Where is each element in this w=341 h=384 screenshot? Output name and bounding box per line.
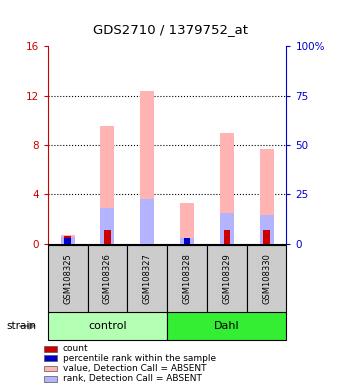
Bar [140,199,154,244]
Bar [64,238,71,244]
Bar [64,236,71,244]
Bar [48,312,167,340]
Bar [260,149,273,244]
Bar [247,245,286,313]
Bar [184,238,190,244]
Bar [127,245,167,313]
Text: GSM108325: GSM108325 [63,253,72,304]
Bar [101,208,114,244]
Bar [260,215,273,244]
Text: strain: strain [7,321,37,331]
Bar [44,376,57,382]
Text: control: control [88,321,127,331]
Bar [61,237,75,244]
Bar [263,230,270,244]
Text: GDS2710 / 1379752_at: GDS2710 / 1379752_at [93,23,248,36]
Text: rank, Detection Call = ABSENT: rank, Detection Call = ABSENT [63,374,202,383]
Bar [180,203,194,244]
Bar [220,213,234,244]
Bar [101,126,114,244]
Text: GSM108328: GSM108328 [182,253,192,304]
Text: percentile rank within the sample: percentile rank within the sample [63,354,216,363]
Bar [207,245,247,313]
Text: value, Detection Call = ABSENT: value, Detection Call = ABSENT [63,364,206,373]
Text: count: count [63,344,89,353]
Bar [44,366,57,371]
Bar [140,91,154,244]
Bar [44,346,57,351]
Bar [167,245,207,313]
Text: GSM108329: GSM108329 [222,253,231,304]
Text: Dahl: Dahl [214,321,240,331]
Bar [48,245,88,313]
Bar [88,245,127,313]
Text: GSM108327: GSM108327 [143,253,152,304]
Bar [44,356,57,361]
Bar [61,235,75,244]
Text: GSM108326: GSM108326 [103,253,112,304]
Bar [220,132,234,244]
Bar [104,230,110,244]
Bar [180,238,194,244]
Bar [224,230,230,244]
Bar [167,312,286,340]
Text: GSM108330: GSM108330 [262,253,271,304]
